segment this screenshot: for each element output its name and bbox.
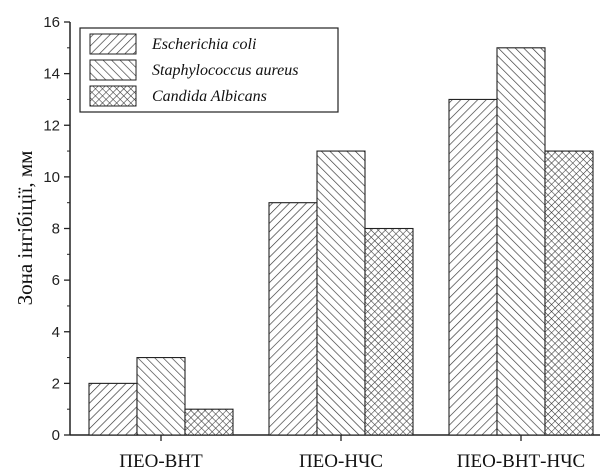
y-tick-label: 8	[52, 221, 60, 238]
y-tick-label: 0	[52, 427, 60, 444]
bar-2-3	[496, 47, 546, 436]
bar-3-3	[544, 150, 594, 436]
y-tick-label: 14	[43, 66, 60, 83]
y-tick-label: 6	[52, 272, 60, 289]
legend-label: Escherichia coli	[151, 36, 256, 53]
bar-1-3	[448, 98, 498, 436]
x-category-label: ПЕО-НЧС	[299, 451, 383, 472]
legend-swatch	[89, 33, 137, 55]
bar-2-2	[316, 150, 366, 436]
legend-label: Candida Albicans	[152, 88, 267, 105]
x-category-labels: ПЕО-ВНТ ПЕО-НЧС ПЕО-ВНТ-НЧС	[119, 435, 585, 472]
bar-3-1	[184, 408, 234, 436]
y-tick-label: 16	[43, 14, 60, 31]
x-category-label: ПЕО-ВНТ-НЧС	[457, 451, 585, 472]
y-axis-title-group: Зона інгібіції, мм	[13, 151, 37, 306]
y-tick-label: 10	[43, 169, 60, 186]
bar-1-1	[88, 382, 138, 436]
y-tick-label: 12	[43, 117, 60, 134]
legend-swatch	[89, 59, 137, 81]
legend-label: Staphylococcus aureus	[152, 62, 298, 79]
bars	[88, 47, 594, 436]
bar-1-2	[268, 202, 318, 436]
legend: Escherichia coli Staphylococcus aureus Can…	[79, 27, 339, 113]
x-category-label: ПЕО-ВНТ	[119, 451, 203, 472]
y-axis-title: Зона інгібіції, мм	[13, 151, 37, 306]
y-ticks: 0 2 4 6 8 10 12 14 16	[43, 14, 70, 444]
legend-swatch	[89, 85, 137, 107]
bar-2-1	[136, 357, 186, 436]
bar-3-2	[364, 227, 414, 436]
y-tick-label: 2	[52, 375, 60, 392]
y-tick-label: 4	[52, 324, 60, 341]
